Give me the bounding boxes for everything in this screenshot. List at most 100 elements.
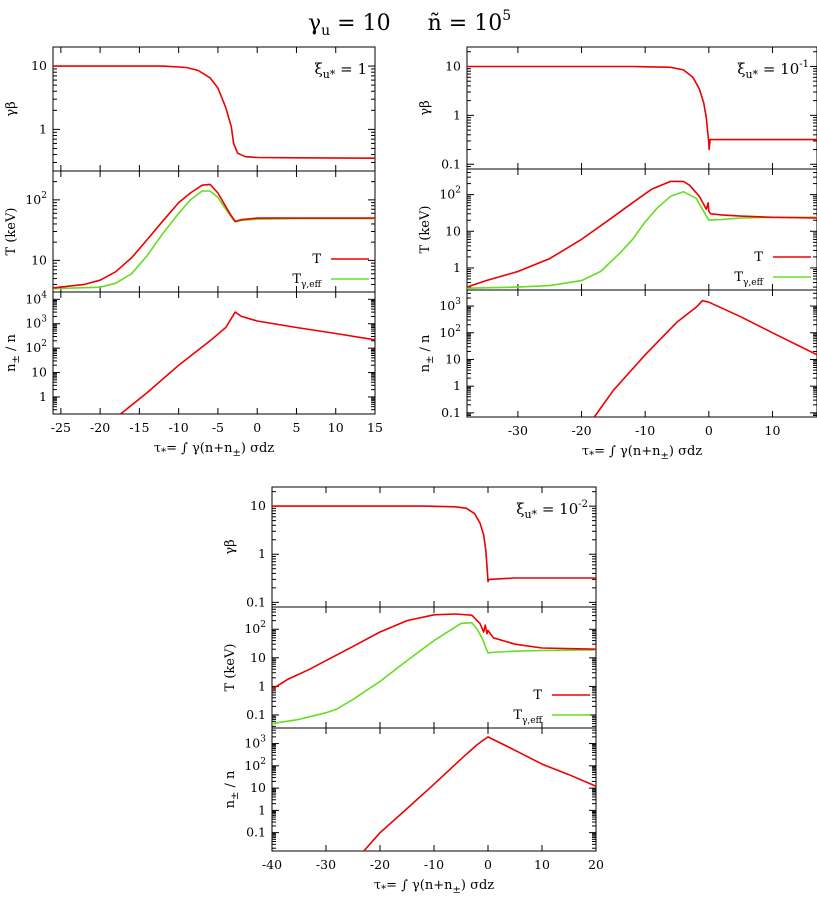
series-Tgamma-line [53, 190, 375, 290]
y-tick-label: 103 [439, 297, 461, 313]
legend-Tgamma-label: Tγ,eff [734, 270, 763, 288]
xi-value: = 10 [758, 60, 799, 78]
tick-base: 10 [439, 187, 455, 202]
title-gamma-value: = 10 [330, 11, 390, 36]
xi-subscript: u* [745, 68, 758, 81]
series-pair-ratio-line [593, 299, 817, 417]
y-axis-label: γβ [418, 100, 433, 115]
x-tick-label: 10 [534, 857, 550, 872]
tick-exponent: 2 [260, 620, 266, 630]
panel-frame [466, 289, 817, 418]
title-gamma-sub: u [321, 23, 330, 39]
tick-base: 10 [244, 758, 260, 773]
x-tick-label: -10 [424, 857, 444, 872]
y-tick-label: 10 [250, 498, 266, 513]
series-T-line [53, 183, 375, 289]
y-tick-label: 102 [25, 191, 47, 207]
xi-annotation: ξu* = 1 [314, 60, 367, 81]
y-axis-label: γβ [223, 539, 238, 554]
x-tick-label: 20 [588, 857, 604, 872]
tick-exponent: 2 [455, 324, 461, 334]
y-tick-label: 103 [244, 735, 266, 751]
y-tick-label: 0.1 [246, 707, 266, 722]
y-tick-label: 102 [244, 757, 266, 773]
y-tick-label: 103 [25, 315, 47, 331]
ylabel-base: n [418, 363, 433, 372]
x-tick-label: -10 [635, 423, 655, 438]
series-pair-ratio-line [119, 311, 375, 414]
legend-Tgamma-label: Tγ,eff [513, 708, 542, 726]
y-tick-label: 10 [31, 58, 47, 73]
series-gamma-beta-line [53, 65, 375, 159]
y-tick-label: 1 [258, 678, 266, 693]
legend-T-label: T [533, 688, 542, 703]
panel-frame [52, 291, 376, 415]
xlabel-pm: ± [232, 448, 240, 459]
y-tick-label: 102 [244, 620, 266, 636]
tick-base: 10 [25, 192, 41, 207]
xlabel-eq: = ∫ γ(n+n [166, 441, 233, 456]
y-axis-label: n± / n [4, 333, 22, 371]
y-tick-label: 10 [31, 365, 47, 380]
y-axis-label: n± / n [418, 334, 436, 372]
panel-gamma-beta: 1 10 γβ ξu* = 1 [4, 46, 376, 172]
x-tick-label: -20 [90, 420, 110, 435]
y-tick-label: 0.1 [441, 156, 461, 171]
xlabel-rest: ) σdz [461, 878, 494, 893]
xi-symbol: ξ [737, 60, 745, 78]
xlabel-star: * [161, 447, 166, 458]
xlabel-tau: τ [582, 444, 589, 459]
y-tick-label: 10 [250, 780, 266, 795]
legend-Tgamma-sub: γ,eff [522, 716, 543, 726]
x-tick-label: -40 [262, 857, 282, 872]
y-tick-label: 10 [445, 351, 461, 366]
xi-exponent: -2 [578, 499, 588, 510]
ylabel-rest: / n [4, 333, 19, 355]
legend-Tgamma-sub: γ,eff [743, 278, 764, 288]
y-tick-label: 102 [25, 339, 47, 355]
title-n-exponent: 5 [502, 8, 511, 24]
x-tick-label: 0 [705, 423, 713, 438]
series-T-line [272, 613, 596, 690]
y-tick-label: 0.1 [246, 594, 266, 609]
tick-exponent: 3 [260, 735, 266, 745]
y-tick-label: 104 [25, 290, 47, 306]
y-tick-label: 1 [453, 260, 461, 275]
y-tick-label: 102 [439, 324, 461, 340]
series-gamma-beta-line [272, 505, 596, 583]
xlabel-rest: ) σdz [669, 444, 702, 459]
xlabel-pm: ± [452, 885, 460, 896]
title-n-symbol: ñ [428, 11, 442, 36]
y-axis-label: T (keV) [4, 208, 19, 256]
y-axis-label: T (keV) [223, 644, 238, 692]
y-tick-label: 0.1 [246, 825, 266, 840]
tick-exponent: 2 [260, 757, 266, 767]
x-tick-label: -25 [51, 420, 71, 435]
ylabel-rest: / n [418, 334, 433, 356]
y-axis-label: γβ [4, 101, 19, 116]
xlabel-tau: τ [154, 441, 161, 456]
legend-Tgamma-label: Tγ,eff [292, 272, 321, 290]
series-gamma-beta-line [467, 65, 817, 151]
panel-temperature: 0.1 1 10 102 T (keV) T Tγ,eff [223, 606, 597, 729]
tick-base: 10 [439, 298, 455, 313]
series-Tgamma-line [272, 621, 596, 725]
ylabel-sub: ± [425, 356, 436, 364]
x-tick-label: -10 [169, 420, 189, 435]
x-tick-label: 15 [367, 420, 383, 435]
xi-subscript: u* [524, 508, 537, 521]
y-axis-label: n± / n [223, 770, 241, 808]
ylabel-sub: ± [11, 355, 22, 363]
panel-gamma-beta: 0.1 1 10 γβ ξu* = 10-2 [223, 486, 597, 609]
y-tick-label: 10 [445, 58, 461, 73]
xi-value: = 1 [335, 60, 367, 78]
y-tick-label: 1 [258, 802, 266, 817]
y-tick-label: 0.1 [441, 405, 461, 420]
tick-exponent: 2 [41, 339, 47, 349]
x-tick-label: 5 [292, 420, 300, 435]
y-tick-label: 10 [250, 650, 266, 665]
